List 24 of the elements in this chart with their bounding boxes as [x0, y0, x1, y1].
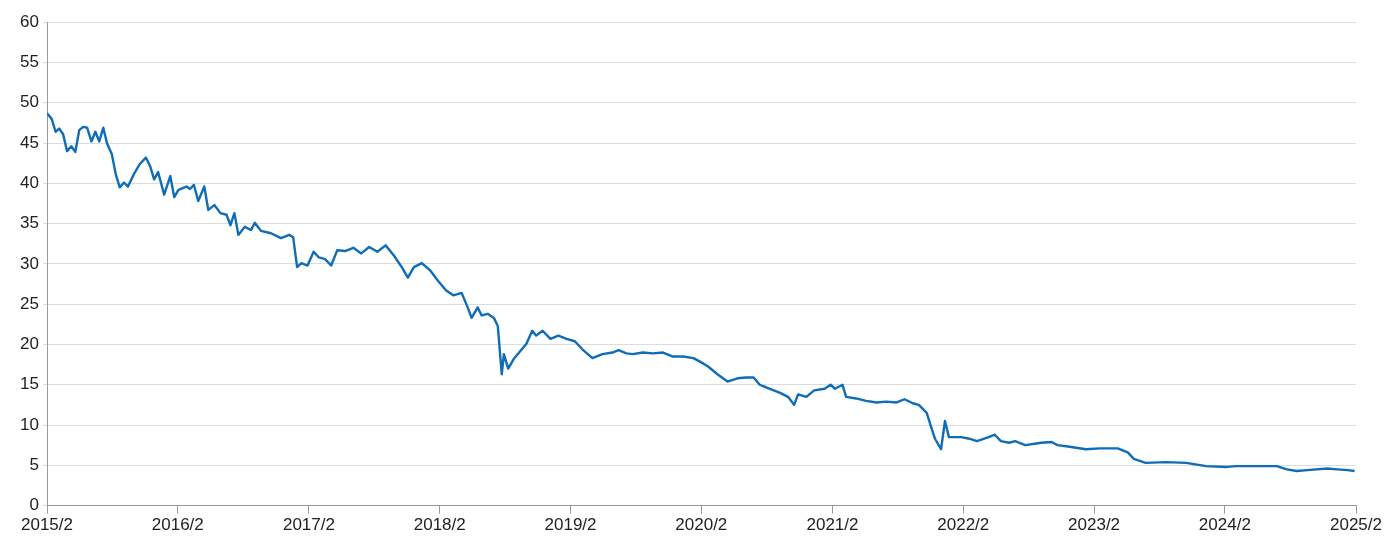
y-tick-label: 20 [20, 334, 39, 354]
y-tick-label: 55 [20, 52, 39, 72]
x-tick-label: 2025/2 [1330, 515, 1382, 535]
x-tick-label: 2023/2 [1068, 515, 1121, 535]
y-tick-label: 5 [29, 455, 39, 474]
y-tick-label: 30 [20, 253, 39, 273]
x-tick-label: 2020/2 [675, 515, 728, 535]
x-tick-label: 2022/2 [937, 515, 990, 535]
x-tick-label: 2018/2 [413, 515, 466, 535]
x-tick-label: 2019/2 [544, 515, 597, 535]
x-tick-label: 2015/2 [21, 515, 73, 535]
x-tick-label: 2024/2 [1198, 515, 1251, 535]
x-tick-label: 2017/2 [282, 515, 335, 535]
y-tick-label: 35 [20, 213, 39, 233]
y-tick-label: 60 [20, 11, 39, 31]
x-tick-label: 2016/2 [151, 515, 204, 535]
y-tick-label: 0 [29, 495, 39, 515]
y-tick-label: 45 [20, 132, 39, 152]
y-tick-label: 15 [20, 374, 39, 394]
y-tick-label: 40 [20, 173, 39, 193]
y-tick-label: 50 [20, 92, 39, 112]
y-tick-label: 25 [20, 293, 39, 313]
x-tick-label: 2021/2 [806, 515, 859, 535]
y-tick-label: 10 [20, 414, 39, 434]
